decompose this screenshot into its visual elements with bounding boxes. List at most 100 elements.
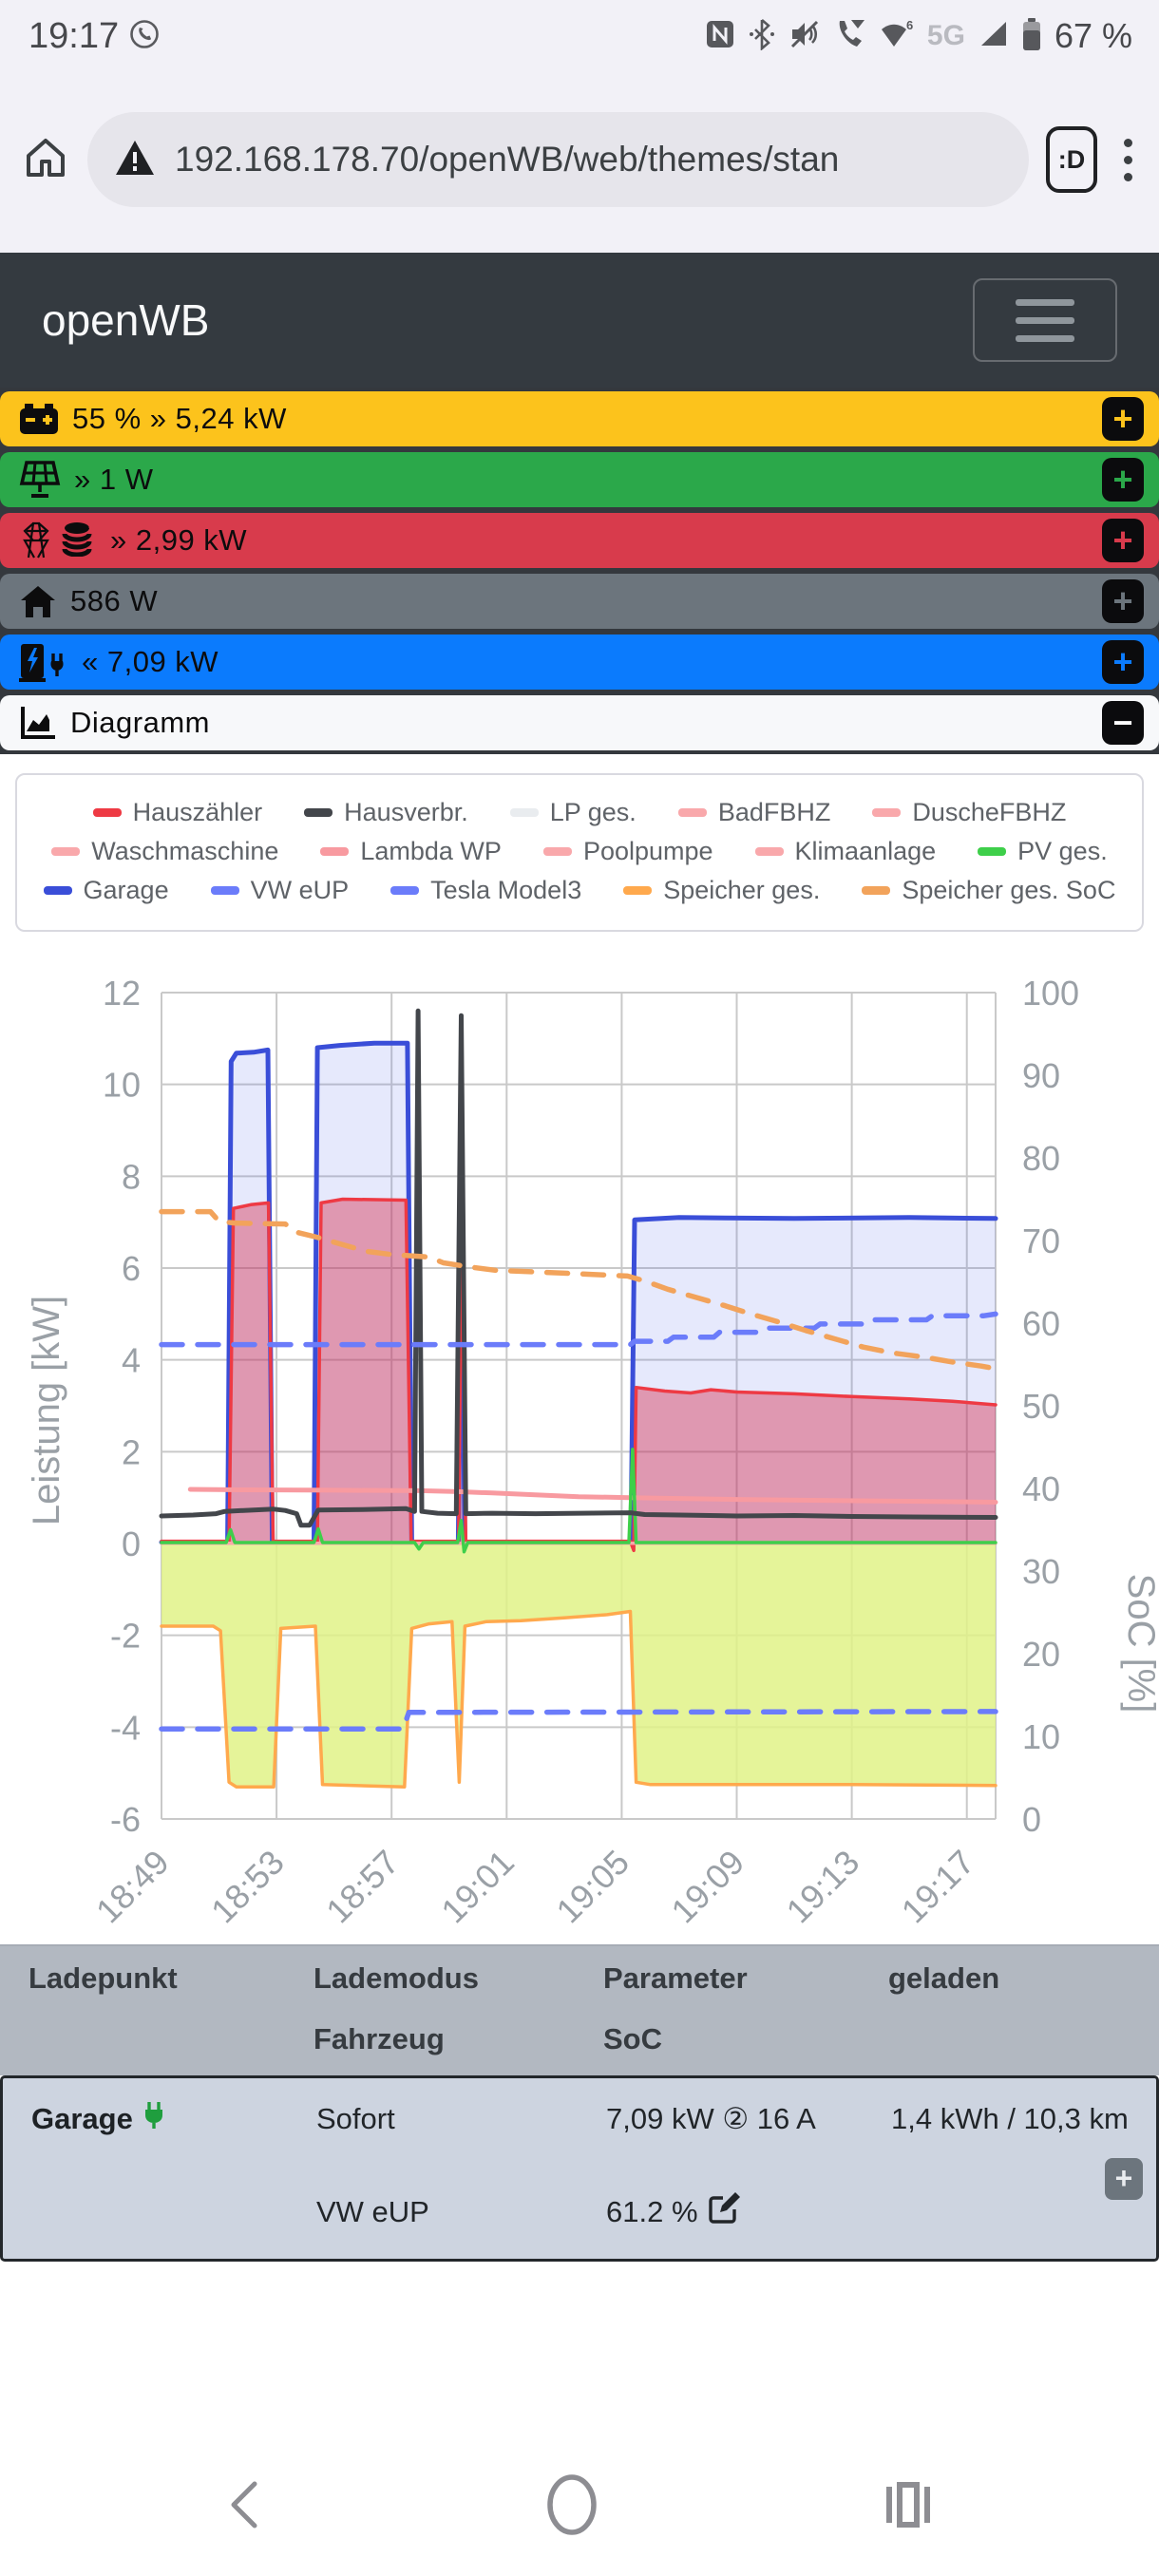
svg-text:6: 6 [906,18,913,32]
tile-diagram[interactable]: Diagramm − [0,695,1159,750]
edit-soc-icon[interactable] [708,2192,740,2232]
car-battery-icon [19,403,59,435]
nav-home-button[interactable] [543,2473,600,2536]
col-fahrzeug: Fahrzeug [314,2022,445,2055]
chargepoint-name: Garage [31,2102,133,2135]
tile-house-expand-button[interactable]: + [1102,579,1144,623]
site-warning-icon[interactable] [114,139,156,181]
legend-item[interactable]: DuscheFBHZ [872,798,1066,827]
chart-area-icon [19,705,57,741]
mute-icon [788,18,821,55]
col-geladen: geladen [888,1961,1000,1995]
col-lademodus: Lademodus [314,1961,479,1995]
hamburger-menu-button[interactable] [973,278,1117,362]
legend-item[interactable]: Klimaanlage [754,837,936,866]
legend-item[interactable]: Speicher ges. SoC [862,876,1115,905]
tile-house[interactable]: 586 W + [0,574,1159,629]
vehicle-soc: 61.2 % [606,2195,698,2228]
svg-text:0: 0 [122,1525,141,1563]
address-bar[interactable]: 192.168.178.70/openWB/web/themes/stan [87,112,1029,207]
legend-item[interactable]: Hausverbr. [304,798,468,827]
legend-swatch [542,847,572,856]
whatsapp-icon [128,18,161,55]
legend-item[interactable]: Garage [43,876,169,905]
legend-item[interactable]: Poolpumpe [542,837,713,866]
svg-text:6: 6 [122,1249,141,1288]
charge-parameter: 7,09 kW ② 16 A [606,2102,816,2135]
legend-swatch [862,886,891,895]
svg-text:40: 40 [1022,1469,1060,1508]
legend-swatch [872,808,902,817]
svg-text:90: 90 [1022,1056,1060,1095]
legend-swatch [43,886,72,895]
browser-home-icon[interactable] [21,133,70,187]
svg-text:4: 4 [122,1341,141,1380]
table-row[interactable]: Garage Sofort 7,09 kW ② 16 A 1,4 kWh / 1… [0,2075,1159,2262]
status-tiles: 55 % » 5,24 kW + » 1 W + » 2,99 kW + [0,388,1159,754]
legend-swatch [390,886,420,895]
android-nav-bar [0,2434,1159,2576]
table-header: Ladepunkt Lademodus Fahrzeug Parameter SoC… [0,1944,1159,2075]
url-text[interactable]: 192.168.178.70/openWB/web/themes/stan [175,140,840,179]
svg-text:20: 20 [1022,1635,1060,1674]
legend-item[interactable]: BadFBHZ [677,798,830,827]
tile-grid-expand-button[interactable]: + [1102,519,1144,562]
tile-pv-text: » 1 W [74,463,154,496]
tile-diagram-text: Diagramm [70,706,210,739]
nav-recents-button[interactable] [882,2477,935,2532]
legend-swatch [92,808,122,817]
tile-battery-expand-button[interactable]: + [1102,397,1144,441]
battery-percent: 67 % [1054,16,1132,55]
tile-grid-text: » 2,99 kW [110,523,248,557]
chargepoint-table: Ladepunkt Lademodus Fahrzeug Parameter SoC… [0,1944,1159,2262]
tile-pv[interactable]: » 1 W + [0,452,1159,507]
tile-chargepoint-text: « 7,09 kW [82,645,219,678]
transmission-tower-icon [19,518,53,564]
clock: 19:17 [28,15,120,56]
tab-switcher-button[interactable]: :D [1046,126,1097,193]
vehicle-name: VW eUP [316,2195,429,2228]
legend-item[interactable]: Speicher ges. [623,876,820,905]
svg-text:19:05: 19:05 [548,1843,636,1928]
svg-text:19:13: 19:13 [779,1843,867,1928]
power-chart[interactable]: 121086420-2-4-6100908070605040302010018:… [0,936,1159,1930]
svg-text:-4: -4 [110,1708,141,1747]
svg-text:70: 70 [1022,1222,1060,1260]
svg-text:-6: -6 [110,1800,141,1839]
svg-text:100: 100 [1022,974,1079,1013]
plug-connected-icon [142,2101,165,2137]
legend-item[interactable]: Hauszähler [92,798,262,827]
network-type-badge: 5G [926,20,965,51]
tile-grid[interactable]: » 2,99 kW + [0,513,1159,568]
svg-text:2: 2 [122,1432,141,1471]
svg-text:18:57: 18:57 [318,1843,407,1928]
col-ladepunkt: Ladepunkt [28,1961,178,1995]
tile-chargepoint[interactable]: « 7,09 kW + [0,635,1159,690]
svg-text:SoC [%]: SoC [%] [1120,1574,1159,1714]
tile-battery-soc[interactable]: 55 % » 5,24 kW + [0,391,1159,446]
svg-text:10: 10 [103,1066,141,1105]
browser-menu-button[interactable] [1118,133,1138,187]
svg-text:60: 60 [1022,1304,1060,1343]
col-soc: SoC [603,2022,662,2055]
house-icon [19,584,57,618]
legend-item[interactable]: Lambda WP [320,837,502,866]
svg-text:8: 8 [122,1157,141,1196]
row-expand-button[interactable]: + [1105,2157,1143,2200]
charge-mode: Sofort [316,2102,395,2135]
legend-item[interactable]: Waschmaschine [51,837,278,866]
svg-text:19:01: 19:01 [433,1843,522,1928]
tile-diagram-collapse-button[interactable]: − [1102,701,1144,745]
tile-pv-expand-button[interactable]: + [1102,458,1144,502]
nav-back-button[interactable] [224,2478,262,2531]
solar-panel-icon [19,461,61,499]
svg-text:0: 0 [1022,1800,1041,1839]
legend-item[interactable]: PV ges. [978,837,1108,866]
legend-item[interactable]: Tesla Model3 [390,876,581,905]
legend-item[interactable]: VW eUP [210,876,349,905]
tile-chargepoint-expand-button[interactable]: + [1102,640,1144,684]
legend-swatch [677,808,707,817]
legend-swatch [623,886,653,895]
legend-item[interactable]: LP ges. [509,798,636,827]
nfc-icon [705,19,735,54]
